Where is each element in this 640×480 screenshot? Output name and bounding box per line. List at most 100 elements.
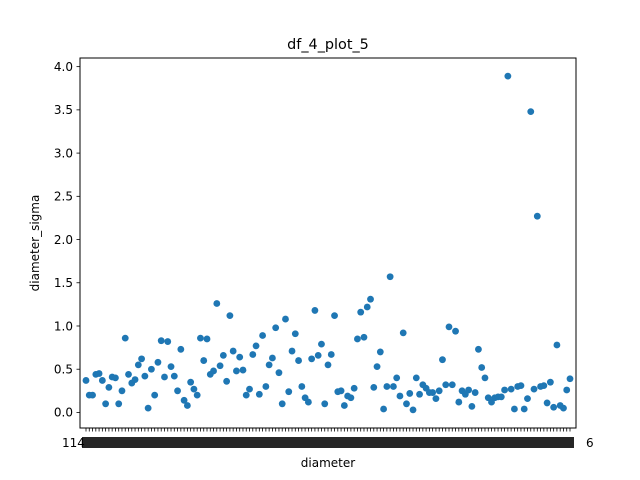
y-tick-label: 2.0: [54, 233, 73, 247]
data-point: [187, 378, 195, 386]
data-point: [278, 400, 286, 408]
data-point: [504, 72, 512, 80]
data-point: [478, 364, 486, 371]
data-point: [89, 391, 96, 399]
data-point: [265, 361, 273, 369]
data-point: [170, 372, 178, 380]
data-point: [105, 383, 113, 391]
data-point: [560, 404, 567, 412]
data-point: [439, 356, 446, 364]
data-point: [233, 367, 240, 375]
data-point: [121, 334, 129, 342]
data-point: [229, 347, 237, 355]
y-tick-label: 1.0: [54, 319, 73, 333]
y-tick-label: 0.0: [54, 406, 73, 420]
data-point: [102, 400, 110, 408]
y-axis-label: diameter_sigma: [28, 195, 42, 292]
data-point: [383, 383, 391, 390]
data-point: [370, 383, 378, 391]
data-point: [380, 405, 387, 413]
data-point: [197, 334, 204, 342]
data-point: [563, 386, 571, 394]
data-point: [363, 303, 371, 311]
data-point: [409, 406, 417, 414]
data-point: [210, 367, 217, 375]
data-point: [193, 391, 201, 399]
data-point: [468, 402, 476, 410]
data-point: [543, 399, 551, 407]
data-point: [520, 405, 528, 413]
data-point: [501, 386, 508, 394]
data-point: [445, 323, 453, 331]
data-point: [308, 355, 316, 363]
data-point: [262, 383, 270, 390]
data-point: [151, 391, 159, 399]
data-point: [340, 402, 348, 409]
data-point: [112, 374, 119, 382]
y-tick-label: 4.0: [54, 60, 73, 74]
data-point: [429, 389, 437, 396]
y-tick-label: 2.5: [54, 190, 73, 204]
data-point: [236, 353, 244, 361]
data-point: [324, 361, 332, 369]
data-point: [144, 404, 152, 412]
data-point: [249, 351, 257, 358]
data-point: [331, 312, 338, 320]
data-point: [327, 351, 335, 358]
data-point: [269, 354, 276, 362]
data-point: [82, 377, 90, 384]
data-point: [533, 212, 541, 220]
data-point: [530, 385, 538, 393]
y-tick-label: 1.5: [54, 276, 73, 290]
data-point: [161, 373, 168, 381]
data-point: [376, 348, 384, 356]
data-point: [497, 393, 505, 401]
data-point: [190, 385, 198, 393]
data-point: [524, 395, 531, 403]
data-point: [98, 377, 106, 384]
data-point: [141, 372, 149, 380]
data-point: [481, 374, 489, 382]
data-point: [216, 362, 224, 370]
data-point: [465, 386, 473, 394]
data-point: [311, 307, 319, 314]
x-axis-ticks: 114 6: [62, 428, 594, 450]
data-point: [390, 383, 397, 390]
data-point: [360, 333, 368, 341]
data-point: [412, 374, 420, 382]
y-axis-ticks: 0.0 0.5 1.0 1.5 2.0 2.5 3.0 3.5 4.0: [54, 60, 80, 420]
data-point: [448, 381, 456, 389]
data-point: [252, 342, 260, 350]
data-point: [282, 315, 289, 323]
data-point: [442, 381, 450, 389]
data-point: [154, 358, 162, 366]
data-point: [183, 402, 191, 409]
data-point: [318, 340, 325, 348]
data-point: [546, 378, 554, 386]
x-tick-label-last: 6: [586, 436, 594, 450]
data-point: [386, 273, 394, 281]
data-point: [452, 327, 459, 335]
data-point: [553, 341, 561, 349]
data-point: [406, 390, 414, 397]
y-tick-label: 0.5: [54, 363, 73, 377]
data-point: [507, 385, 515, 393]
data-point: [177, 345, 185, 353]
data-point: [125, 371, 132, 378]
data-point: [118, 387, 126, 395]
data-point: [527, 108, 535, 115]
scatter-points: [82, 72, 574, 414]
data-point: [393, 374, 401, 382]
data-point: [471, 389, 479, 396]
data-point: [275, 369, 283, 377]
x-tick-label-overlap: [82, 437, 574, 448]
data-point: [357, 308, 365, 316]
data-point: [396, 392, 404, 400]
data-point: [432, 395, 440, 403]
data-point: [255, 390, 263, 398]
data-point: [455, 398, 463, 406]
data-point: [115, 400, 123, 408]
data-point: [475, 345, 482, 353]
x-tick-label-first: 114: [62, 436, 85, 450]
